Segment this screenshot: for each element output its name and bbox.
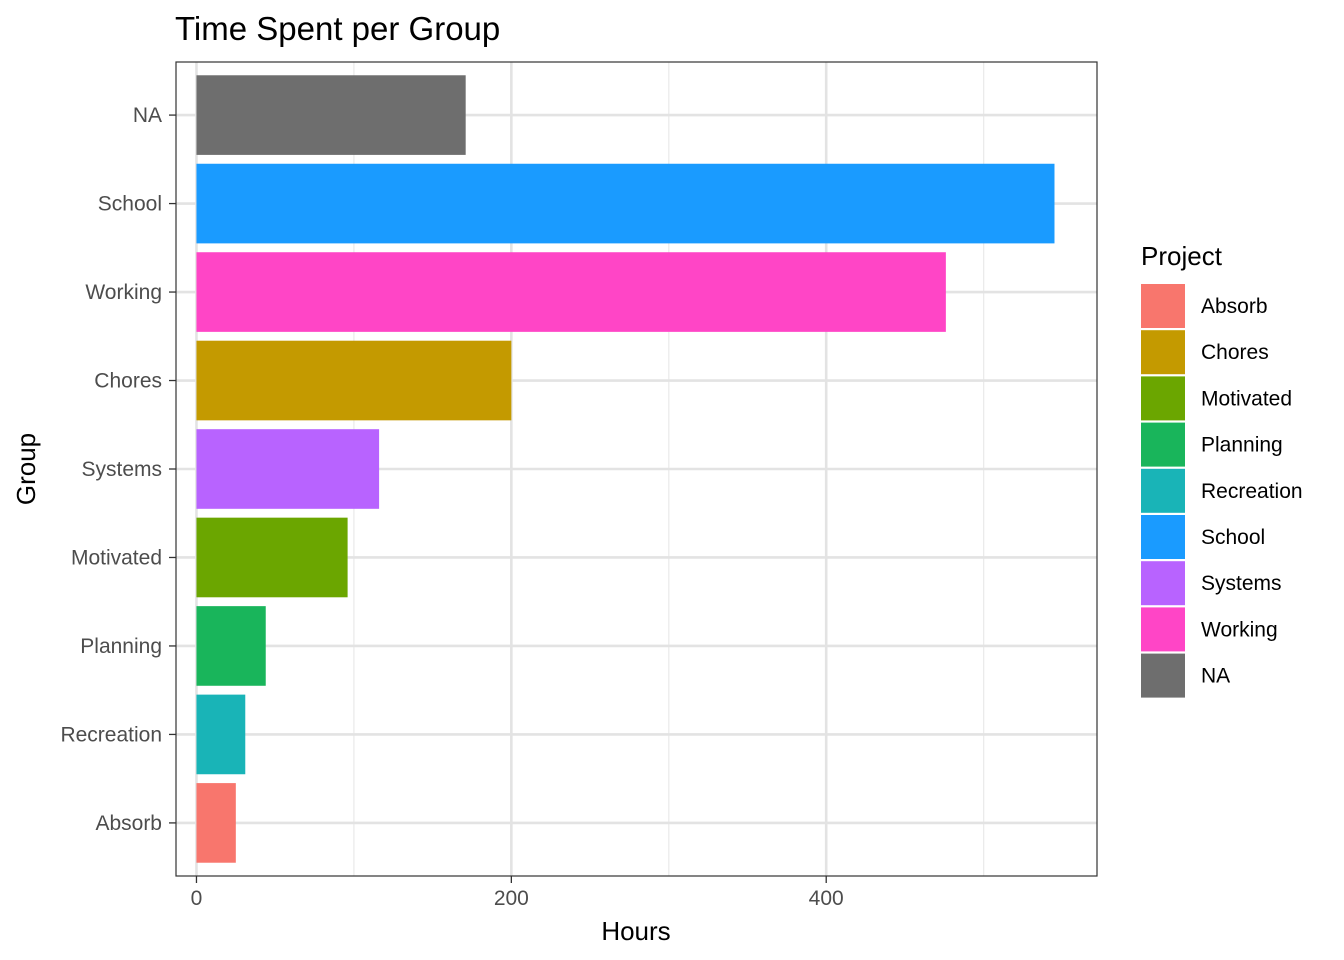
legend-items: Absorb Chores Motivated Planning Recreation S… <box>1141 284 1303 698</box>
y-tick-label: Planning <box>80 635 162 658</box>
y-tick-label: School <box>98 193 162 216</box>
legend-key-chores <box>1141 330 1185 375</box>
legend-key-recreation <box>1141 468 1185 513</box>
bar-working <box>196 252 946 332</box>
x-tick-label: 400 <box>809 887 844 910</box>
y-axis-title: Group <box>11 433 41 505</box>
bar-planning <box>196 606 266 686</box>
legend-label-planning: Planning <box>1201 434 1283 457</box>
x-axis-title: Hours <box>601 916 670 946</box>
legend-label-recreation: Recreation <box>1201 480 1303 503</box>
legend-key-working <box>1141 607 1185 652</box>
legend-key-systems <box>1141 561 1185 606</box>
legend-title: Project <box>1141 241 1223 271</box>
bar-systems <box>196 429 380 509</box>
legend-key-na <box>1141 653 1185 698</box>
legend: Project Absorb Chores Motivated Planning Rec… <box>1141 241 1303 698</box>
legend-key-planning <box>1141 422 1185 467</box>
y-axis: Absorb Recreation Planning Motivated Systems… <box>60 104 176 835</box>
legend-label-absorb: Absorb <box>1201 295 1268 318</box>
legend-label-working: Working <box>1201 618 1278 641</box>
y-tick-label: Absorb <box>95 812 162 835</box>
bar-motivated <box>196 517 348 598</box>
legend-label-systems: Systems <box>1201 572 1282 595</box>
bar-school <box>196 163 1055 244</box>
y-tick-label: Motivated <box>71 546 162 569</box>
bars <box>196 75 1055 863</box>
legend-label-motivated: Motivated <box>1201 387 1292 410</box>
y-tick-label: Systems <box>81 458 162 481</box>
plot-panel <box>175 61 1098 877</box>
bar-recreation <box>196 694 246 775</box>
x-axis: 0 200 400 <box>191 876 844 910</box>
legend-key-absorb <box>1141 284 1185 328</box>
legend-label-chores: Chores <box>1201 341 1269 364</box>
x-tick-label: 200 <box>494 887 529 910</box>
legend-key-motivated <box>1141 376 1185 421</box>
bar-absorb <box>196 783 236 863</box>
bar-chores <box>196 340 512 421</box>
bar-na <box>196 75 466 155</box>
chart-title: Time Spent per Group <box>175 10 500 47</box>
legend-label-school: School <box>1201 526 1265 549</box>
legend-key-school <box>1141 515 1185 559</box>
x-tick-label: 0 <box>191 887 203 910</box>
y-tick-label: NA <box>133 104 162 127</box>
y-tick-label: Recreation <box>60 723 162 746</box>
legend-label-na: NA <box>1201 665 1230 688</box>
y-tick-label: Chores <box>94 370 162 393</box>
y-tick-label: Working <box>85 281 162 304</box>
